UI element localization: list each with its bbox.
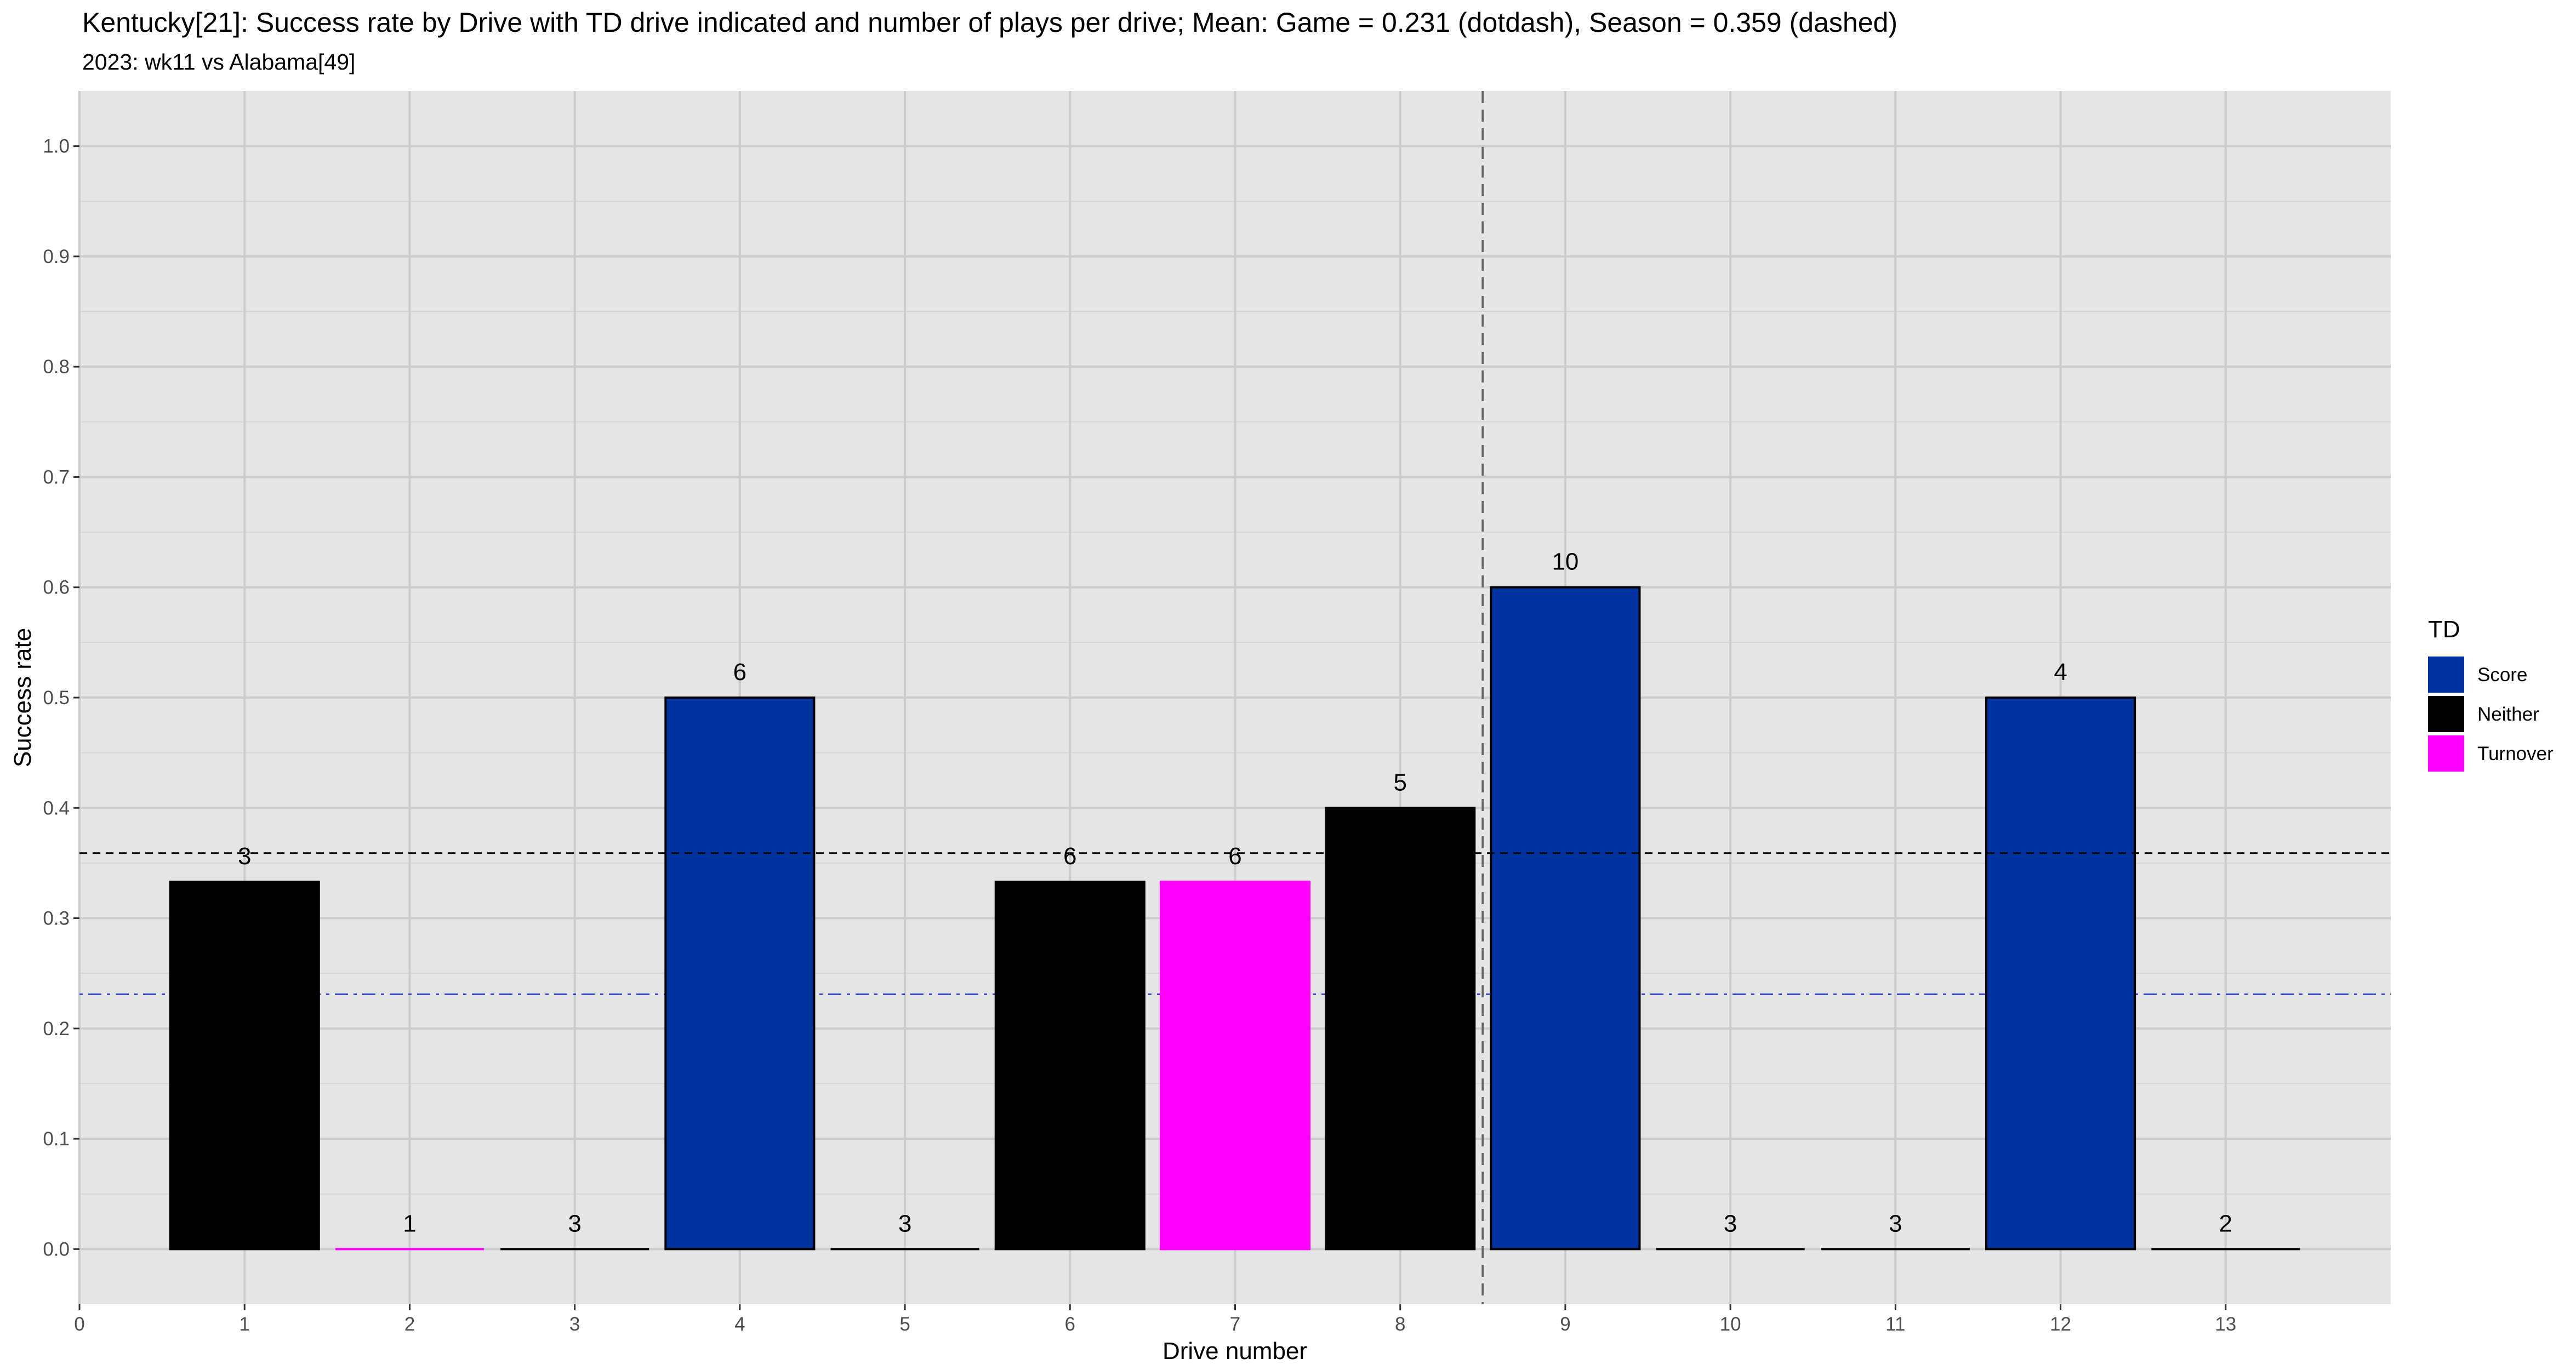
x-tick-label: 11	[1885, 1314, 1905, 1335]
y-tick-label: 0.7	[43, 466, 70, 488]
y-tick-label: 0.9	[43, 246, 70, 267]
y-axis: 0.0 0.1 0.2 0.3 0.4 0.5 0.6 0.7 0.8 0.9 1.0	[43, 136, 79, 1260]
bar	[1985, 697, 2136, 1251]
y-tick-label: 0.6	[43, 577, 70, 598]
bar-value-label: 6	[733, 659, 746, 686]
x-axis-title: Drive number	[1162, 1338, 1307, 1365]
bar-labels: 3 1 3 6 3 6 6 5 10 3 3 4 2	[238, 549, 2232, 1237]
x-tick-label: 0	[74, 1314, 84, 1335]
bar	[169, 881, 320, 1251]
y-tick-label: 0.1	[43, 1128, 70, 1150]
x-tick-label: 6	[1065, 1314, 1075, 1335]
legend-title: TD	[2428, 616, 2460, 643]
bars	[169, 586, 2300, 1251]
y-axis-title: Success rate	[9, 628, 36, 767]
y-tick-label: 0.3	[43, 908, 70, 929]
bar-value-label: 3	[1724, 1210, 1737, 1237]
bar-value-label: 3	[238, 843, 251, 870]
legend-swatch	[2428, 657, 2464, 693]
reference-lines-overlay	[79, 91, 2391, 1304]
bar-value-label: 10	[1552, 549, 1578, 575]
x-axis: 0 1 2 3 4 5 6 7 8 9 10 11 12 13	[74, 1304, 2236, 1335]
y-tick-label: 0.5	[43, 687, 70, 709]
chart-title: Kentucky[21]: Success rate by Drive with…	[82, 7, 1897, 38]
bar-value-label: 5	[1393, 769, 1406, 796]
bar-value-label: 3	[898, 1210, 911, 1237]
legend-label: Score	[2477, 664, 2527, 686]
bar-value-label: 1	[403, 1210, 416, 1237]
y-tick-label: 0.0	[43, 1238, 70, 1260]
bar	[1325, 807, 1476, 1251]
y-tick-label: 0.4	[43, 797, 70, 819]
x-tick-label: 8	[1395, 1314, 1405, 1335]
bar-value-label: 3	[568, 1210, 581, 1237]
bar-value-label: 4	[2054, 659, 2067, 686]
x-tick-label: 7	[1230, 1314, 1240, 1335]
bar-value-label: 6	[1228, 843, 1241, 870]
bar	[1490, 586, 1641, 1251]
x-tick-label: 13	[2215, 1314, 2236, 1335]
x-tick-label: 4	[734, 1314, 745, 1335]
bar	[1159, 881, 1311, 1251]
x-tick-label: 10	[1720, 1314, 1741, 1335]
x-tick-label: 12	[2050, 1314, 2071, 1335]
bar	[664, 697, 816, 1251]
y-tick-label: 1.0	[43, 136, 70, 157]
chart-subtitle: 2023: wk11 vs Alabama[49]	[82, 49, 355, 75]
legend-swatch	[2428, 696, 2464, 732]
legend: TD Score Neither Turnover	[2428, 616, 2554, 772]
bar-value-label: 3	[1889, 1210, 1902, 1237]
x-tick-label: 3	[569, 1314, 580, 1335]
bar-value-label: 2	[2219, 1210, 2232, 1237]
bar-value-label: 6	[1063, 843, 1076, 870]
x-tick-label: 1	[239, 1314, 249, 1335]
legend-label: Turnover	[2477, 743, 2554, 764]
x-tick-label: 9	[1560, 1314, 1570, 1335]
y-tick-label: 0.2	[43, 1018, 70, 1040]
legend-swatch	[2428, 735, 2464, 772]
bar	[994, 881, 1145, 1251]
y-tick-label: 0.8	[43, 356, 70, 378]
x-tick-label: 2	[404, 1314, 415, 1335]
legend-label: Neither	[2477, 704, 2539, 725]
x-tick-label: 5	[899, 1314, 910, 1335]
